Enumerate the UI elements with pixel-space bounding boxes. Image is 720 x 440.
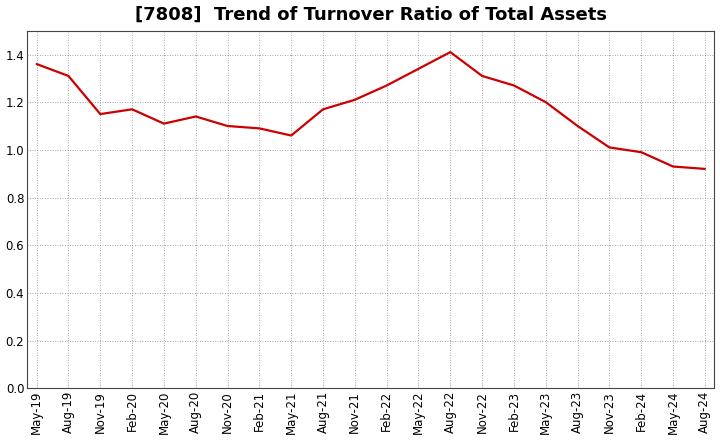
Title: [7808]  Trend of Turnover Ratio of Total Assets: [7808] Trend of Turnover Ratio of Total …	[135, 6, 607, 24]
